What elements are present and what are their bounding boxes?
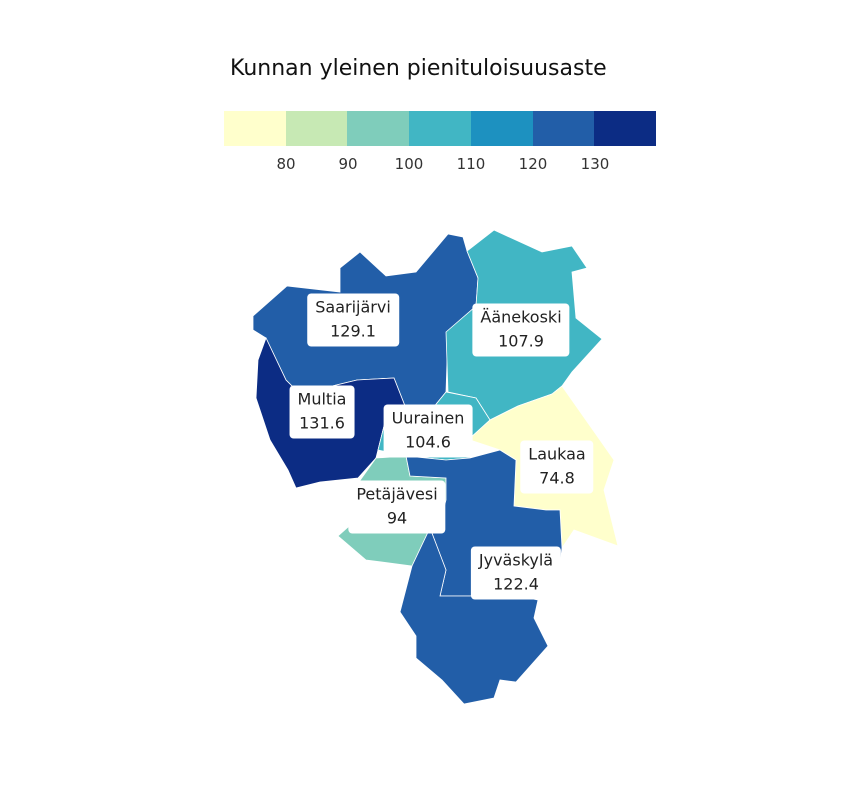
legend-tick-90: 90 [338, 155, 358, 173]
label-petajavesi: Petäjävesi 94 [348, 480, 446, 534]
map-title: Kunnan yleinen pienituloisuusaste [230, 56, 607, 81]
legend-swatch-1 [224, 111, 286, 146]
legend-tick-80: 80 [276, 155, 296, 173]
label-petajavesi-value: 94 [386, 508, 408, 528]
legend-swatch-5 [470, 111, 533, 146]
legend-swatch-3 [347, 111, 410, 146]
legend-swatch-6 [532, 111, 595, 146]
legend-swatch-2 [285, 111, 348, 146]
label-petajavesi-name: Petäjävesi [356, 484, 438, 504]
legend-tick-120: 120 [518, 155, 548, 173]
label-aanekoski-name: Äänekoski [480, 307, 562, 327]
label-aanekoski-value: 107.9 [498, 331, 544, 351]
legend-tick-110: 110 [456, 155, 486, 173]
label-laukaa: Laukaa 74.8 [520, 440, 594, 494]
legend-tick-130: 130 [580, 155, 610, 173]
label-multia-value: 131.6 [299, 413, 345, 433]
region-jyvaskyla-south[interactable] [399, 526, 549, 705]
label-saarijarvi-value: 129.1 [330, 321, 376, 341]
label-uurainen-value: 104.6 [405, 432, 451, 452]
legend-swatch-4 [409, 111, 471, 146]
label-laukaa-name: Laukaa [528, 444, 586, 464]
label-jyvaskyla-name: Jyväskylä [478, 550, 554, 570]
label-uurainen: Uurainen 104.6 [383, 404, 473, 458]
label-aanekoski: Äänekoski 107.9 [472, 303, 570, 357]
label-jyvaskyla: Jyväskylä 122.4 [470, 546, 562, 600]
legend-tick-100: 100 [394, 155, 424, 173]
label-multia: Multia 131.6 [289, 385, 355, 439]
label-multia-name: Multia [297, 389, 347, 409]
label-saarijarvi-name: Saarijärvi [315, 297, 391, 317]
label-saarijarvi: Saarijärvi 129.1 [307, 293, 399, 347]
legend-swatch-7 [594, 111, 657, 146]
label-laukaa-value: 74.8 [539, 468, 575, 488]
color-legend [224, 111, 657, 146]
label-uurainen-name: Uurainen [391, 408, 465, 428]
label-jyvaskyla-value: 122.4 [493, 574, 539, 594]
